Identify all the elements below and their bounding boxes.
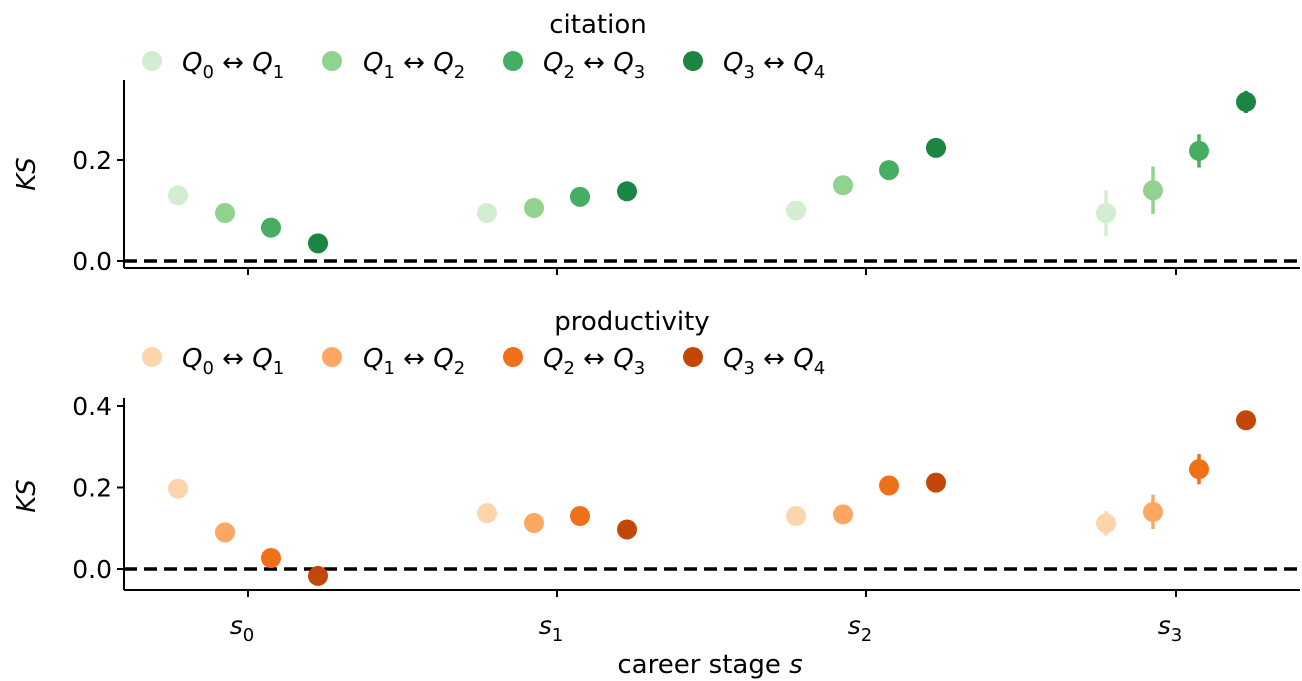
productivity-legend-item-2: Q1 ↔ Q2	[322, 344, 465, 379]
productivity-legend-label-2: Q1 ↔ Q2	[363, 344, 465, 379]
productivity-point-series1-s0	[168, 478, 188, 499]
citation-point-series1-s2	[786, 200, 806, 221]
x-tick-label-s2: s2	[848, 611, 872, 646]
citation-x-ticks	[247, 268, 1177, 275]
productivity-y-tick-label: 0.0	[72, 555, 112, 584]
productivity-point-series4-s2	[926, 472, 946, 493]
citation-legend-marker-3	[503, 51, 523, 71]
citation-legend-item-1: Q0 ↔ Q1	[142, 48, 284, 83]
productivity-point-series1-s2	[786, 506, 806, 527]
productivity-legend-marker-4	[683, 347, 703, 367]
productivity-legend-label-3: Q2 ↔ Q3	[543, 344, 645, 379]
citation-y-ticks: 0.0 0.2	[72, 146, 124, 276]
productivity-point-series1-s1	[477, 503, 497, 524]
citation-y-tick-label: 0.2	[72, 146, 112, 175]
productivity-legend-label-4: Q3 ↔ Q4	[723, 344, 825, 379]
x-tick-label-s0: s0	[230, 611, 254, 646]
productivity-point-series3-s2	[879, 475, 899, 496]
citation-point-series2-s3	[1143, 180, 1163, 201]
citation-panel: citation Q0 ↔ Q1 Q1 ↔ Q2 Q2 ↔ Q3 Q3 ↔ Q4…	[12, 10, 1300, 276]
citation-y-tick-label: 0.0	[72, 247, 112, 276]
x-tick-label-s1: s1	[539, 611, 563, 646]
citation-point-series2-s1	[524, 197, 544, 218]
productivity-x-ticks: s0 s1 s2 s3	[230, 590, 1182, 646]
citation-legend-marker-1	[142, 51, 162, 71]
productivity-legend-marker-1	[142, 347, 162, 367]
citation-point-series3-s1	[570, 186, 590, 207]
productivity-y-tick-label: 0.4	[72, 392, 112, 421]
productivity-legend: Q0 ↔ Q1 Q1 ↔ Q2 Q2 ↔ Q3 Q3 ↔ Q4	[142, 344, 825, 379]
productivity-point-series4-s0	[308, 565, 328, 586]
citation-point-series4-s0	[308, 233, 328, 254]
citation-point-series1-s3	[1096, 203, 1116, 224]
productivity-data-points	[168, 410, 1256, 586]
citation-point-series4-s3	[1236, 91, 1256, 112]
productivity-point-series3-s1	[570, 506, 590, 527]
citation-y-axis-label: KS	[12, 157, 42, 191]
productivity-legend-label-1: Q0 ↔ Q1	[182, 344, 284, 379]
citation-legend-item-2: Q1 ↔ Q2	[322, 48, 465, 83]
productivity-legend-marker-3	[503, 347, 523, 367]
citation-legend-label-2: Q1 ↔ Q2	[363, 48, 465, 83]
citation-title: citation	[549, 10, 646, 40]
productivity-legend-marker-2	[322, 347, 342, 367]
productivity-point-series3-s0	[261, 547, 281, 568]
productivity-point-series1-s3	[1096, 513, 1116, 534]
x-axis-label: career stage s	[617, 650, 802, 680]
citation-point-series2-s2	[833, 175, 853, 196]
productivity-point-series2-s1	[524, 512, 544, 533]
productivity-point-series2-s3	[1143, 501, 1163, 522]
citation-legend-label-3: Q2 ↔ Q3	[543, 48, 645, 83]
citation-legend-marker-2	[322, 51, 342, 71]
citation-legend-label-4: Q3 ↔ Q4	[723, 48, 825, 83]
productivity-y-ticks: 0.0 0.2 0.4	[72, 392, 124, 584]
productivity-legend-item-3: Q2 ↔ Q3	[503, 344, 645, 379]
productivity-point-series2-s2	[833, 504, 853, 525]
productivity-panel: productivity Q0 ↔ Q1 Q1 ↔ Q2 Q2 ↔ Q3 Q3 …	[12, 307, 1300, 680]
citation-point-series4-s1	[617, 181, 637, 202]
productivity-legend-item-1: Q0 ↔ Q1	[142, 344, 284, 379]
productivity-title: productivity	[554, 307, 709, 337]
productivity-point-series3-s3	[1189, 459, 1209, 480]
x-tick-label-s3: s3	[1158, 611, 1182, 646]
productivity-point-series4-s1	[617, 519, 637, 540]
citation-point-series1-s1	[477, 203, 497, 224]
citation-point-series1-s0	[168, 185, 188, 206]
productivity-y-tick-label: 0.2	[72, 474, 112, 503]
citation-legend-marker-4	[683, 51, 703, 71]
citation-legend-label-1: Q0 ↔ Q1	[182, 48, 284, 83]
citation-legend-item-3: Q2 ↔ Q3	[503, 48, 645, 83]
productivity-point-series4-s3	[1236, 410, 1256, 431]
citation-legend-item-4: Q3 ↔ Q4	[683, 48, 825, 83]
citation-point-series2-s0	[215, 203, 235, 224]
citation-point-series4-s2	[926, 137, 946, 158]
productivity-legend-item-4: Q3 ↔ Q4	[683, 344, 825, 379]
productivity-point-series2-s0	[215, 522, 235, 543]
citation-point-series3-s2	[879, 160, 899, 181]
citation-data-points	[168, 90, 1256, 254]
productivity-y-axis-label: KS	[12, 479, 42, 513]
citation-point-series3-s0	[261, 217, 281, 238]
citation-point-series3-s3	[1189, 140, 1209, 161]
citation-legend: Q0 ↔ Q1 Q1 ↔ Q2 Q2 ↔ Q3 Q3 ↔ Q4	[142, 48, 825, 83]
